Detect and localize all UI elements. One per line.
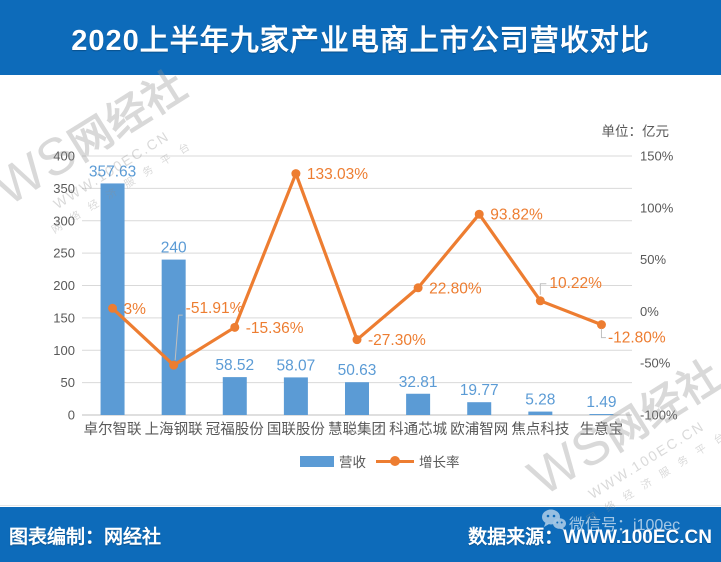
bar	[345, 382, 369, 415]
growth-value-label: 22.80%	[429, 280, 482, 297]
leader-line	[174, 314, 183, 361]
right-axis-tick-label: -100%	[640, 408, 678, 423]
growth-value-label: -15.36%	[246, 320, 304, 337]
wechat-icon	[541, 508, 567, 537]
category-label: 慧聪集团	[328, 421, 386, 438]
legend-item-growth: 增长率	[366, 451, 460, 471]
right-axis-tick-label: 0%	[640, 304, 659, 319]
growth-marker	[169, 360, 179, 370]
bar-value-label: 5.28	[525, 392, 555, 409]
page-title: 2020上半年九家产业电商上市公司营收对比	[71, 24, 650, 57]
growth-value-label: 93.82%	[490, 207, 543, 224]
bar-value-label: 357.63	[89, 163, 136, 180]
left-axis-tick-label: 250	[53, 246, 75, 261]
growth-marker	[352, 335, 362, 345]
footer-divider	[0, 505, 721, 506]
growth-value-label: 3%	[124, 301, 147, 318]
line-series-swatch	[376, 456, 414, 466]
category-label: 生意宝	[580, 420, 624, 438]
unit-label: 单位：亿元	[601, 124, 670, 139]
data-source: 数据来源：WWW.100EC.CN	[468, 527, 712, 548]
category-label: 冠福股份	[206, 421, 264, 438]
leader-line	[539, 283, 547, 295]
category-label: 欧浦智网	[450, 421, 508, 438]
combo-chart: 400 350 300 250 200 150 100 50 0 150% 100% 50% 0% -50…	[53, 149, 678, 439]
growth-marker	[474, 209, 484, 219]
category-label: 国联股份	[267, 421, 325, 438]
bar-series-swatch	[300, 455, 334, 467]
bar	[406, 393, 431, 415]
bar-value-label: 58.07	[276, 357, 315, 374]
growth-value-label: -12.80%	[608, 330, 666, 347]
footer-banner: 图表编制：网经社 数据来源：WWW.100EC.CN 微信号：i100ec	[0, 507, 721, 562]
category-label: 卓尔智联	[84, 421, 142, 438]
left-axis-tick-label: 400	[53, 149, 75, 164]
growth-marker	[413, 283, 423, 293]
left-axis-tick-label: 350	[53, 181, 75, 196]
right-axis-tick-label: 100%	[640, 200, 674, 215]
bar-value-label: 240	[161, 240, 187, 257]
growth-marker	[291, 169, 301, 179]
growth-marker	[230, 322, 240, 332]
category-label: 科通芯城	[389, 421, 447, 438]
growth-value-label: 133.03%	[307, 166, 368, 183]
right-axis-tick-label: -50%	[640, 356, 671, 371]
bar	[467, 402, 492, 415]
category-label: 焦点科技	[511, 421, 569, 438]
wechat-id: 微信号：i100ec	[569, 516, 681, 534]
chart-legend: 营收 增长率	[300, 451, 460, 471]
left-axis-tick-label: 50	[61, 375, 75, 390]
bar	[161, 259, 186, 415]
bar	[100, 183, 125, 415]
bar-value-label: 58.52	[215, 357, 254, 374]
wechat-watermark: 微信号：i100ec	[541, 508, 680, 537]
chart-credit: 图表编制：网经社	[9, 527, 162, 548]
bar	[283, 377, 308, 415]
growth-marker	[596, 320, 606, 330]
growth-value-label: -27.30%	[368, 332, 426, 349]
bar	[222, 377, 247, 415]
bar-value-label: 19.77	[460, 382, 499, 399]
legend-label-revenue: 营收	[339, 455, 366, 470]
bar-value-label: 32.81	[399, 374, 438, 391]
legend-label-growth: 增长率	[419, 455, 460, 470]
leader-line	[600, 328, 606, 339]
bar-value-label: 1.49	[586, 394, 616, 411]
growth-value-label: 10.22%	[549, 275, 602, 292]
header-banner: 2020上半年九家产业电商上市公司营收对比	[0, 0, 721, 75]
left-axis-tick-label: 150	[53, 310, 75, 325]
left-axis-tick-label: 0	[68, 408, 75, 423]
category-label: 上海钢联	[145, 421, 203, 438]
growth-marker	[535, 296, 545, 306]
bar	[589, 414, 614, 416]
right-axis-tick-label: 50%	[640, 252, 666, 267]
legend-item-revenue: 营收	[300, 451, 366, 471]
left-axis-tick-label: 300	[53, 213, 75, 228]
left-axis-tick-label: 100	[53, 343, 75, 358]
left-axis-tick-label: 200	[53, 278, 75, 293]
right-axis-tick-label: 150%	[640, 149, 674, 164]
growth-marker	[108, 303, 118, 313]
growth-value-label: -51.91%	[186, 300, 244, 317]
bar-value-label: 50.63	[338, 362, 377, 379]
bar	[528, 411, 553, 415]
